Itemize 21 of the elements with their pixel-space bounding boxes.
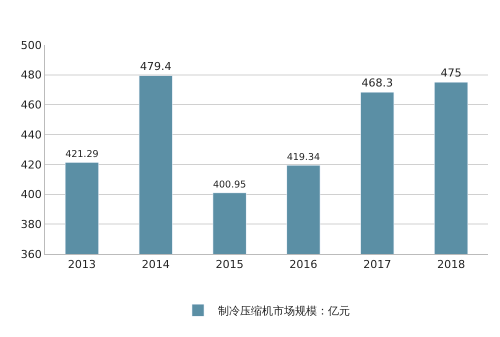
y-tick-label: 420 (20, 158, 42, 172)
y-tick-label: 360 (20, 248, 42, 261)
data-label: 479.4 (140, 60, 172, 73)
y-tick-label: 380 (20, 218, 42, 231)
data-label: 468.3 (362, 76, 393, 90)
data-label: 475 (440, 66, 462, 80)
x-tick-label: 2014 (142, 258, 170, 272)
data-label: 421.29 (65, 148, 99, 160)
x-tick-label: 2013 (68, 258, 96, 272)
y-tick-label: 480 (20, 68, 42, 82)
y-tick-label: 460 (20, 98, 42, 112)
x-tick-label: 2018 (437, 258, 466, 272)
y-tick-label: 440 (20, 128, 42, 142)
y-tick-label: 500 (20, 38, 42, 52)
y-tick-label: 400 (20, 188, 42, 202)
data-label: 419.34 (286, 152, 320, 163)
x-tick-label: 2016 (289, 258, 318, 272)
x-tick-label: 2017 (363, 258, 392, 272)
data-label: 400.95 (212, 179, 246, 190)
x-tick-label: 2015 (216, 258, 244, 272)
legend-label: 制冷压缩机市场规模：亿元 (218, 304, 350, 318)
